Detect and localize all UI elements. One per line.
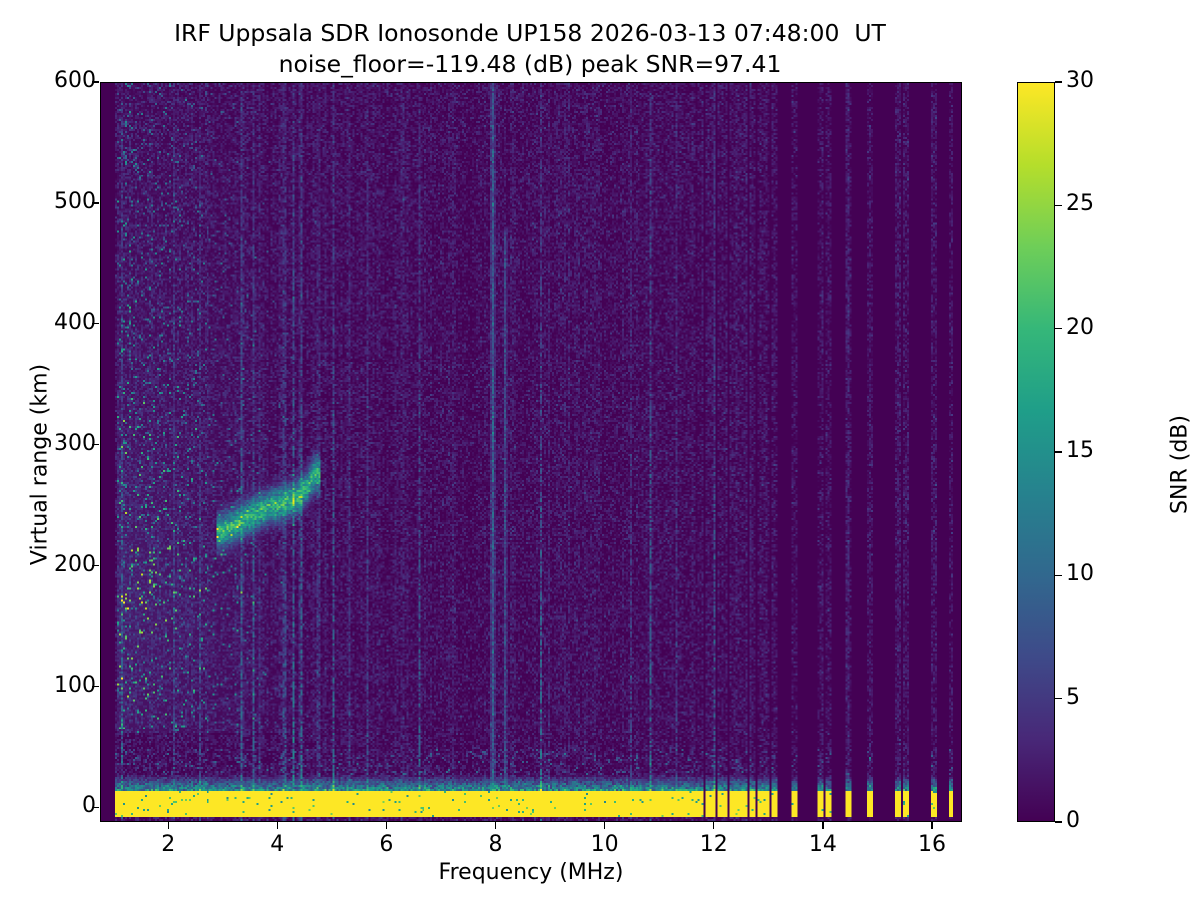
- colorbar-tick-label: 25: [1066, 191, 1094, 217]
- y-tick-mark: [92, 685, 99, 688]
- y-tick-label: 500: [54, 188, 96, 214]
- colorbar[interactable]: [1017, 82, 1055, 822]
- y-tick-mark: [92, 565, 99, 567]
- y-tick-label: 0: [82, 793, 96, 819]
- y-tick-label: 600: [54, 68, 96, 93]
- x-axis-label: Frequency (MHz): [438, 860, 624, 885]
- colorbar-tick-label: 15: [1066, 438, 1094, 463]
- colorbar-tick-mark: [1055, 328, 1062, 330]
- ionogram-plot-area[interactable]: [100, 82, 962, 822]
- colorbar-tick-mark: [1055, 821, 1062, 823]
- y-tick-label: 300: [54, 430, 96, 456]
- x-tick-label: 10: [590, 832, 619, 857]
- x-tick-mark: [713, 822, 715, 829]
- y-tick-label: 100: [54, 672, 96, 698]
- x-tick-label: 14: [808, 832, 837, 857]
- y-tick-mark: [92, 444, 99, 446]
- y-tick-mark: [92, 202, 99, 204]
- x-tick-mark: [276, 822, 278, 829]
- y-tick-mark: [92, 323, 99, 325]
- colorbar-tick-mark: [1055, 698, 1062, 700]
- x-tick-mark: [167, 822, 169, 829]
- x-tick-label: 2: [161, 832, 176, 857]
- colorbar-tick-label: 5: [1066, 684, 1080, 710]
- colorbar-tick-label: 0: [1066, 808, 1080, 833]
- x-tick-label: 12: [699, 832, 728, 857]
- y-tick-label: 400: [54, 309, 96, 335]
- x-tick-label: 8: [488, 832, 503, 857]
- y-axis-label: Virtual range (km): [27, 363, 53, 566]
- colorbar-tick-label: 30: [1066, 68, 1094, 93]
- ionogram-heatmap: [101, 83, 961, 821]
- y-tick-label: 200: [54, 551, 96, 577]
- x-tick-mark: [931, 822, 933, 829]
- y-tick-mark: [92, 81, 99, 83]
- x-tick-mark: [385, 822, 388, 829]
- colorbar-tick-mark: [1055, 204, 1062, 206]
- colorbar-gradient: [1018, 83, 1054, 821]
- figure-title: IRF Uppsala SDR Ionosonde UP158 2026-03-…: [0, 18, 1060, 79]
- x-tick-mark: [494, 822, 497, 829]
- colorbar-tick-label: 20: [1066, 314, 1094, 340]
- title-line-2: noise_floor=-119.48 (dB) peak SNR=97.41: [278, 49, 782, 78]
- x-tick-label: 16: [917, 832, 946, 857]
- y-tick-mark: [92, 806, 99, 809]
- x-tick-mark: [604, 822, 606, 829]
- colorbar-tick-label: 10: [1066, 561, 1094, 587]
- x-tick-label: 6: [379, 832, 394, 857]
- title-line-1: IRF Uppsala SDR Ionosonde UP158 2026-03-…: [174, 19, 886, 47]
- x-tick-label: 4: [270, 832, 285, 857]
- colorbar-tick-mark: [1055, 451, 1062, 453]
- x-tick-mark: [822, 822, 824, 829]
- colorbar-tick-mark: [1055, 81, 1062, 83]
- colorbar-label: SNR (dB): [1167, 415, 1193, 514]
- colorbar-tick-mark: [1055, 574, 1062, 576]
